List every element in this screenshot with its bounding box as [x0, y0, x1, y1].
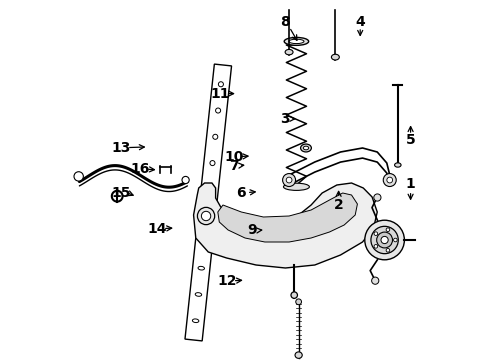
Circle shape: [207, 187, 212, 192]
Circle shape: [386, 228, 390, 231]
Circle shape: [201, 239, 207, 244]
Text: 8: 8: [280, 15, 290, 28]
Circle shape: [371, 226, 398, 254]
Ellipse shape: [394, 163, 401, 167]
Text: 16: 16: [131, 162, 150, 176]
Text: 3: 3: [280, 112, 290, 126]
Text: 15: 15: [111, 186, 130, 199]
Ellipse shape: [289, 39, 304, 44]
Circle shape: [371, 277, 379, 284]
Ellipse shape: [331, 54, 340, 60]
Ellipse shape: [303, 146, 309, 150]
Circle shape: [210, 161, 215, 166]
Text: 4: 4: [355, 15, 365, 28]
Text: 12: 12: [217, 274, 237, 288]
Circle shape: [283, 174, 295, 186]
Text: 14: 14: [147, 222, 167, 235]
Text: 13: 13: [111, 141, 130, 154]
Circle shape: [386, 248, 390, 252]
Polygon shape: [185, 64, 232, 341]
Circle shape: [219, 82, 223, 87]
Circle shape: [182, 176, 189, 184]
Circle shape: [197, 207, 215, 225]
Ellipse shape: [295, 352, 302, 358]
Text: 7: 7: [229, 159, 239, 172]
Circle shape: [374, 232, 378, 235]
Polygon shape: [194, 183, 377, 268]
Circle shape: [216, 108, 220, 113]
Ellipse shape: [300, 144, 311, 152]
Text: 10: 10: [224, 150, 244, 163]
Circle shape: [374, 194, 381, 201]
Ellipse shape: [284, 37, 309, 45]
Circle shape: [201, 211, 211, 221]
Text: 5: 5: [406, 134, 416, 147]
Circle shape: [383, 174, 396, 186]
Circle shape: [296, 299, 301, 305]
Ellipse shape: [284, 183, 309, 190]
Circle shape: [286, 177, 292, 183]
Circle shape: [213, 134, 218, 139]
Circle shape: [387, 177, 392, 183]
Circle shape: [204, 213, 209, 218]
Circle shape: [393, 238, 397, 242]
Ellipse shape: [285, 49, 293, 55]
Text: 6: 6: [237, 186, 246, 199]
Circle shape: [74, 172, 83, 181]
Circle shape: [365, 220, 404, 260]
Text: 1: 1: [406, 177, 416, 190]
Ellipse shape: [193, 319, 199, 323]
Circle shape: [381, 237, 388, 244]
Ellipse shape: [291, 292, 297, 298]
Ellipse shape: [195, 293, 202, 296]
Text: 11: 11: [210, 87, 229, 100]
Text: 2: 2: [334, 198, 343, 212]
Polygon shape: [218, 193, 357, 242]
Circle shape: [374, 244, 378, 248]
Text: 9: 9: [247, 224, 257, 237]
Ellipse shape: [198, 266, 204, 270]
Circle shape: [377, 232, 392, 248]
